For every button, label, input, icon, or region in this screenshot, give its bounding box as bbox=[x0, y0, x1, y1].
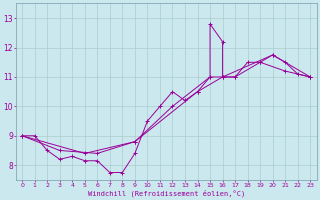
X-axis label: Windchill (Refroidissement éolien,°C): Windchill (Refroidissement éolien,°C) bbox=[88, 189, 245, 197]
